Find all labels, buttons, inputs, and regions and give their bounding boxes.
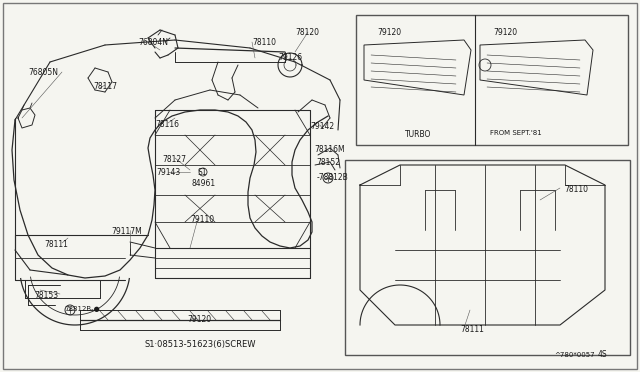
Bar [356,15,628,145]
Text: 78152: 78152 [316,158,340,167]
Text: 79142: 79142 [310,122,334,131]
Text: 79120: 79120 [187,315,211,324]
Text: 79126: 79126 [278,53,302,62]
Text: 79120: 79120 [377,28,401,37]
Text: 78111: 78111 [44,240,68,249]
Bar [345,160,630,355]
Text: TURBO: TURBO [405,130,431,139]
Text: 78120: 78120 [295,28,319,37]
Text: 78127: 78127 [162,155,186,164]
Text: 79143: 79143 [156,168,180,177]
Text: 78116M: 78116M [314,145,344,154]
Text: 4S: 4S [598,350,607,359]
Text: S1·08513-51623(6)SCREW: S1·08513-51623(6)SCREW [144,340,256,349]
Text: 78153: 78153 [34,291,58,300]
Text: 78116: 78116 [155,120,179,129]
Text: S1: S1 [197,168,207,177]
Text: 79120: 79120 [493,28,517,37]
Text: 79110: 79110 [190,215,214,224]
Text: FROM SEPT.'81: FROM SEPT.'81 [490,130,541,136]
Text: 76804N: 76804N [138,38,168,47]
Text: 78812B-●: 78812B-● [64,306,100,312]
Text: ^780*0057: ^780*0057 [554,352,595,358]
Text: 76805N: 76805N [28,68,58,77]
Text: 78110: 78110 [252,38,276,47]
Text: 84961: 84961 [192,179,216,188]
Text: -78812B: -78812B [317,173,349,182]
Text: 78117: 78117 [93,82,117,91]
Text: 79117M: 79117M [111,227,141,236]
Text: 78110: 78110 [564,185,588,194]
Text: 78111: 78111 [460,325,484,334]
